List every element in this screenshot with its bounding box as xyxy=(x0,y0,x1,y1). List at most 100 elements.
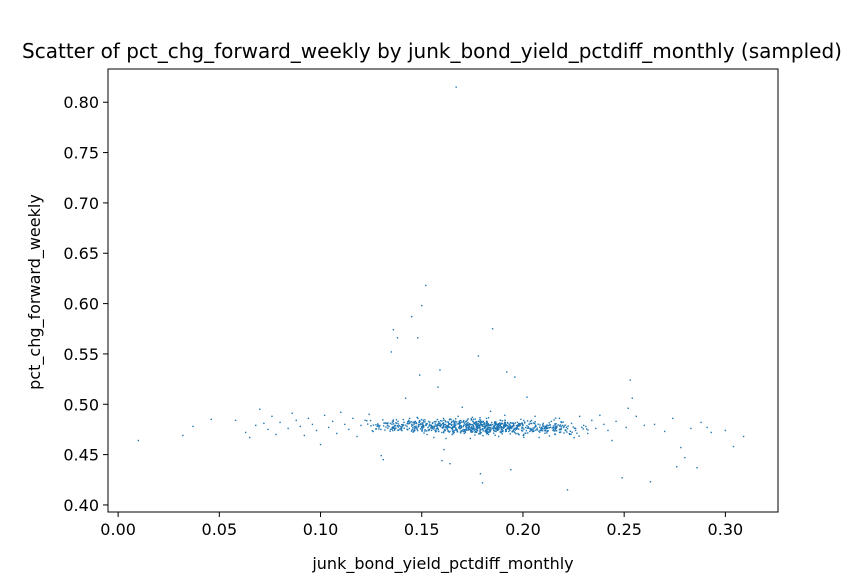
data-point xyxy=(487,428,489,431)
data-point xyxy=(331,420,334,423)
data-point xyxy=(494,434,496,436)
data-point xyxy=(504,423,507,425)
data-point xyxy=(414,429,416,432)
data-point xyxy=(445,426,447,429)
data-point xyxy=(452,426,455,428)
data-point xyxy=(508,426,510,429)
data-point xyxy=(450,418,452,421)
data-point xyxy=(536,429,538,431)
data-point xyxy=(489,410,492,413)
data-point xyxy=(392,423,395,425)
y-tick-label: 0.55 xyxy=(63,345,99,364)
data-point xyxy=(513,428,515,430)
data-point xyxy=(422,425,425,427)
data-point xyxy=(401,425,404,427)
data-point xyxy=(437,428,439,431)
data-point xyxy=(443,448,445,451)
data-point xyxy=(487,417,490,419)
data-point xyxy=(428,428,431,431)
data-point xyxy=(416,416,418,419)
data-point xyxy=(510,422,512,424)
data-point xyxy=(315,429,318,432)
data-point xyxy=(571,431,573,433)
data-point xyxy=(458,423,460,425)
data-point xyxy=(555,425,558,428)
data-point xyxy=(534,415,536,418)
data-point xyxy=(483,427,486,429)
data-point xyxy=(490,425,492,427)
data-point xyxy=(390,351,393,353)
data-point xyxy=(396,337,399,339)
data-point xyxy=(478,420,480,422)
y-axis-ticks: 0.40 0.45 0.50 0.55 0.60 0.65 0.70 0.75 0.80 xyxy=(63,93,108,515)
data-point xyxy=(680,446,682,449)
data-point xyxy=(377,423,379,426)
data-point xyxy=(336,432,338,435)
data-point xyxy=(412,421,414,424)
data-point xyxy=(503,426,505,428)
data-point xyxy=(248,436,251,439)
data-point xyxy=(485,430,487,433)
data-point xyxy=(464,431,467,434)
data-point xyxy=(508,430,510,433)
data-point xyxy=(448,431,450,433)
data-point xyxy=(391,426,393,429)
data-point xyxy=(475,420,477,423)
data-point xyxy=(554,426,556,428)
data-point xyxy=(428,423,431,426)
data-point xyxy=(483,423,486,425)
data-point xyxy=(453,429,455,432)
data-point xyxy=(515,427,517,430)
data-point xyxy=(534,422,536,425)
data-point xyxy=(414,426,416,429)
data-point xyxy=(512,430,514,433)
data-point xyxy=(574,427,577,430)
data-point xyxy=(435,424,437,426)
data-point xyxy=(408,421,411,423)
data-point xyxy=(392,429,394,432)
data-point xyxy=(517,424,520,427)
data-point xyxy=(572,426,574,428)
data-point xyxy=(454,424,457,427)
data-point xyxy=(560,427,562,430)
data-point xyxy=(511,430,513,433)
data-point xyxy=(412,427,414,429)
data-point xyxy=(554,424,556,427)
data-point xyxy=(372,430,374,433)
data-point xyxy=(487,433,490,436)
data-point xyxy=(479,432,481,434)
data-point xyxy=(499,431,501,433)
data-point xyxy=(452,425,455,427)
data-point xyxy=(710,431,712,434)
data-point xyxy=(425,423,427,425)
data-point xyxy=(387,427,389,429)
data-point xyxy=(463,432,465,435)
data-point xyxy=(552,429,554,432)
data-point xyxy=(340,411,342,414)
data-point xyxy=(544,425,546,427)
data-point xyxy=(510,469,512,471)
data-point xyxy=(621,477,623,479)
data-point xyxy=(475,431,478,434)
data-point xyxy=(479,430,481,432)
data-point xyxy=(488,431,490,433)
data-point xyxy=(494,430,497,432)
data-point xyxy=(541,430,544,432)
data-point xyxy=(447,421,449,423)
data-point xyxy=(599,414,601,417)
data-point xyxy=(460,430,463,432)
data-point xyxy=(485,424,487,426)
data-point xyxy=(380,428,382,431)
data-point xyxy=(512,425,514,427)
data-point xyxy=(367,423,369,425)
x-tick-label: 0.10 xyxy=(303,520,339,539)
data-point xyxy=(392,426,394,428)
data-point xyxy=(497,435,500,438)
data-point xyxy=(560,421,562,423)
data-point xyxy=(506,425,509,427)
data-point xyxy=(573,436,575,439)
data-point xyxy=(515,428,518,430)
data-point xyxy=(547,429,549,432)
data-point xyxy=(522,434,525,436)
data-point xyxy=(525,429,528,432)
